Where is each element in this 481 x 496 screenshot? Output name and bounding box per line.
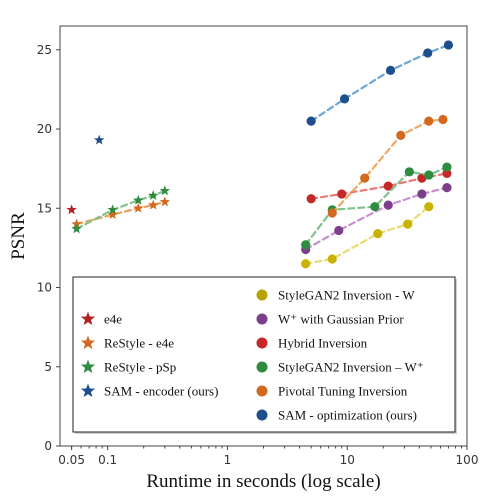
legend-entry-pivotal-tuning-inversion: Pivotal Tuning Inversion — [256, 384, 408, 399]
legend-circle-icon — [256, 385, 268, 397]
y-tick-label: 0 — [44, 439, 52, 453]
data-point-star — [66, 204, 77, 215]
legend-label: W⁺ with Gaussian Prior — [278, 312, 404, 327]
data-point — [417, 189, 427, 199]
legend-entry-w-with-gaussian-prior: W⁺ with Gaussian Prior — [256, 312, 404, 327]
series-stylegan2-inversion-w — [301, 162, 452, 250]
data-point — [385, 65, 396, 75]
legend-star-icon — [80, 383, 96, 398]
data-point — [442, 183, 452, 193]
legend: e4e ReStyle - e4e ReStyle - pSp SAM - encod… — [72, 276, 457, 434]
series-stylegan2-inversion-w — [301, 202, 434, 269]
legend-entry-sam-optimization-ours: SAM - optimization (ours) — [256, 408, 417, 423]
legend-label: ReStyle - pSp — [104, 360, 176, 375]
legend-label: StyleGAN2 Inversion – W⁺ — [278, 360, 424, 375]
data-point — [404, 167, 414, 177]
legend-label: SAM - optimization (ours) — [278, 408, 417, 423]
data-point — [424, 202, 434, 212]
data-point-star — [107, 204, 118, 215]
legend-label: e4e — [104, 312, 122, 327]
data-point — [424, 116, 434, 126]
legend-star-icon — [80, 359, 96, 374]
legend-star-icon — [80, 335, 96, 350]
data-point — [334, 225, 344, 236]
x-tick-label: 1 — [224, 453, 232, 467]
data-point — [337, 189, 347, 199]
x-tick-label: 100 — [456, 453, 479, 467]
data-point — [403, 219, 413, 229]
data-point-star — [147, 190, 159, 201]
legend-circle-icon — [256, 313, 268, 325]
data-point-star — [159, 185, 171, 196]
data-point-star — [133, 194, 144, 205]
data-point — [339, 94, 350, 104]
series-sam-encoder-ours — [93, 134, 105, 145]
x-tick-label: 10 — [340, 453, 355, 467]
legend-box — [72, 276, 456, 433]
data-point — [423, 48, 433, 58]
data-point — [301, 240, 311, 250]
series-e4e — [66, 204, 77, 215]
data-point — [417, 173, 427, 183]
legend-entry-e4e: e4e — [80, 311, 122, 327]
legend-circle-icon — [256, 289, 268, 301]
legend-star-icon — [80, 311, 96, 326]
series-line — [331, 118, 445, 215]
data-point — [438, 114, 448, 125]
data-point-star — [93, 134, 105, 145]
series-line — [304, 165, 449, 246]
legend-label: StyleGAN2 Inversion - W — [278, 288, 415, 303]
data-point — [301, 259, 311, 269]
legend-circle-icon — [256, 361, 268, 373]
data-point — [442, 168, 452, 178]
y-axis-label: PSNR — [8, 212, 29, 260]
data-point-star — [133, 202, 144, 213]
y-tick-label: 15 — [37, 201, 52, 215]
legend-entry-stylegan2-inversion-w: StyleGAN2 Inversion - W — [256, 288, 415, 303]
series-restyle-psp — [71, 185, 171, 234]
y-tick-label: 10 — [37, 281, 52, 295]
legend-circle-icon — [256, 337, 268, 349]
data-point — [383, 181, 393, 191]
axis-ticks: 0.05 0.1 1 10 100 0 5 10 15 20 25 — [37, 43, 479, 467]
legend-label: Pivotal Tuning Inversion — [278, 384, 408, 399]
data-point — [443, 40, 454, 50]
legend-entry-restyle-psp: ReStyle - pSp — [80, 359, 176, 375]
legend-label: SAM - encoder (ours) — [104, 384, 218, 399]
chart-marks — [66, 40, 454, 269]
legend-label: ReStyle - e4e — [104, 336, 174, 351]
legend-entry-restyle-e4e: ReStyle - e4e — [80, 335, 174, 351]
data-point — [383, 200, 393, 210]
data-point — [327, 254, 337, 264]
data-point-star — [159, 196, 171, 207]
data-point — [424, 170, 434, 180]
legend-label: Hybrid Inversion — [278, 336, 368, 351]
legend-entry-stylegan2-inversion-w: StyleGAN2 Inversion – W⁺ — [256, 360, 424, 375]
data-point — [360, 173, 370, 183]
series-sam-optimization-ours — [306, 40, 454, 126]
series-pivotal-tuning-inversion — [327, 114, 448, 218]
data-point-star — [107, 209, 118, 220]
legend-entry-sam-encoder-ours: SAM - encoder (ours) — [80, 383, 218, 399]
series-w-with-gaussian-prior — [301, 183, 452, 255]
data-point — [306, 194, 316, 204]
data-point — [306, 116, 316, 126]
data-point — [442, 162, 452, 172]
data-point-star — [147, 199, 159, 210]
data-point — [373, 229, 383, 239]
legend-circle-icon — [256, 409, 268, 421]
data-point — [370, 202, 380, 212]
x-axis-label: Runtime in seconds (log scale) — [146, 471, 380, 492]
y-tick-label: 25 — [37, 43, 52, 57]
x-tick-label: 0.1 — [98, 453, 117, 467]
data-point — [327, 208, 337, 218]
legend-entry-hybrid-inversion: Hybrid Inversion — [256, 336, 368, 351]
x-tick-label: 0.05 — [58, 453, 85, 467]
y-tick-label: 20 — [37, 122, 52, 136]
data-point-star — [71, 223, 82, 234]
data-point — [396, 130, 406, 140]
y-tick-label: 5 — [44, 360, 52, 374]
